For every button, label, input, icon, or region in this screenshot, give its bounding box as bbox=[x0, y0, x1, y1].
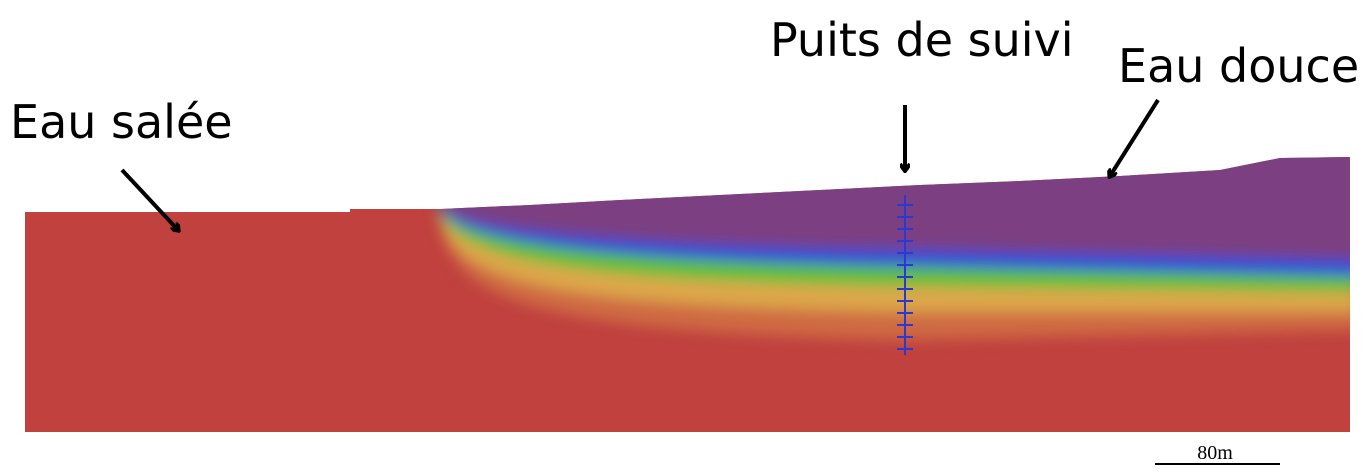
scale-label: 80m bbox=[1197, 442, 1233, 464]
salt-water-label: Eau salée bbox=[10, 95, 233, 149]
well-label: Puits de suivi bbox=[770, 13, 1074, 67]
diagram: Eau salée Puits de suivi Eau douce 80m bbox=[0, 0, 1372, 475]
fresh-water-label: Eau douce bbox=[1118, 39, 1359, 93]
cross-section bbox=[20, 140, 1360, 440]
